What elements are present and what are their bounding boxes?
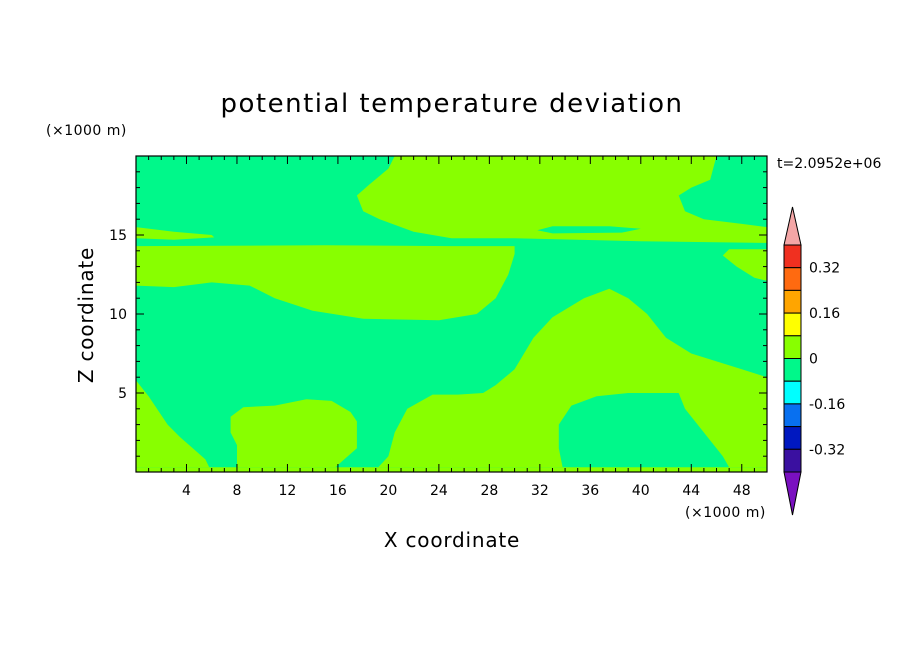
colorbar-swatch — [783, 312, 802, 337]
x-tick-label: 32 — [531, 483, 549, 499]
x-tick-label: 12 — [279, 483, 297, 499]
y-axis-label: Z coordinate — [74, 247, 98, 383]
contour-region-3 — [136, 227, 215, 240]
contour-region-5 — [722, 249, 767, 281]
contour-region-6 — [136, 380, 210, 468]
contour-region-2 — [537, 226, 641, 234]
colorbar-swatch — [783, 289, 802, 314]
colorbar-swatch — [783, 244, 802, 269]
time-label: t=2.0952e+06 — [777, 156, 881, 172]
contour-region-7 — [230, 399, 357, 468]
colorbar-swatch — [783, 380, 802, 405]
colorbar-swatch — [783, 448, 802, 473]
colorbar-bottom-arrow — [783, 471, 802, 516]
colorbar: 0.32 0.16 0 -0.16 -0.32 — [783, 206, 845, 516]
x-tick-label: 20 — [379, 483, 397, 499]
x-tick-label: 8 — [232, 483, 241, 499]
colorbar-swatch — [783, 403, 802, 428]
x-axis-label: X coordinate — [384, 528, 520, 552]
x-tick-label: 28 — [480, 483, 498, 499]
chart-title: potential temperature deviation — [221, 89, 684, 119]
x-tick-label: 24 — [430, 483, 448, 499]
colorbar-swatch — [783, 358, 802, 382]
x-tick-label: 44 — [682, 483, 700, 499]
x-tick-label: 4 — [182, 483, 191, 499]
colorbar-swatch — [783, 335, 802, 359]
contour-region-4 — [136, 245, 515, 321]
colorbar-label: -0.32 — [809, 442, 845, 458]
contour-region-1 — [356, 156, 767, 243]
y-axis-unit: (×1000 m) — [46, 123, 127, 139]
colorbar-swatch — [783, 426, 802, 450]
x-tick-label: 48 — [733, 483, 751, 499]
colorbar-label: 0 — [809, 352, 818, 368]
y-tick-label: 10 — [109, 307, 127, 323]
colorbar-label: 0.16 — [809, 306, 840, 322]
x-tick-label: 36 — [581, 483, 599, 499]
colorbar-label: -0.16 — [809, 397, 845, 413]
y-tick-label: 5 — [118, 386, 127, 402]
colorbar-swatch — [783, 267, 802, 291]
x-tick-label: 40 — [632, 483, 650, 499]
colorbar-label: 0.32 — [809, 261, 840, 277]
x-axis-unit: (×1000 m) — [685, 505, 766, 521]
x-tick-label: 16 — [329, 483, 347, 499]
contour-region-8 — [378, 288, 767, 468]
colorbar-top-arrow — [783, 206, 802, 246]
y-tick-label: 15 — [109, 228, 127, 244]
plot-area — [135, 155, 768, 473]
